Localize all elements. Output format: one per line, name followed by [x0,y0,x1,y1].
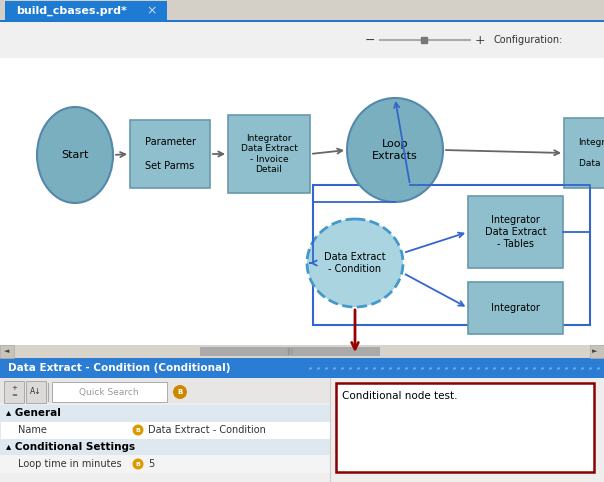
Bar [5,1,167,20]
Text: Data Extract - Condition: Data Extract - Condition [148,425,266,435]
Text: Loop time in minutes: Loop time in minutes [18,459,121,469]
Bar [468,196,563,268]
Bar [313,185,590,325]
Ellipse shape [347,98,443,202]
Text: Data Extract - Condition (Conditional): Data Extract - Condition (Conditional) [8,363,231,373]
Bar [0,421,330,439]
Text: ▴ General: ▴ General [6,408,61,418]
Bar [564,118,604,188]
Text: +: + [475,34,485,46]
Bar [330,378,604,482]
Text: Quick Search: Quick Search [79,388,139,397]
Text: ◄: ◄ [4,348,10,354]
Bar [4,381,24,403]
Bar [0,345,14,358]
Bar [130,120,210,188]
Text: −: − [365,34,375,46]
Text: Integrator: Integrator [491,303,540,313]
Text: A↓: A↓ [30,388,42,397]
Text: Parameter

Set Parms: Parameter Set Parms [144,137,196,171]
Text: build_cbases.prd*: build_cbases.prd* [16,6,127,16]
Bar [0,20,604,22]
Ellipse shape [132,458,144,469]
Bar [590,345,604,358]
Ellipse shape [132,425,144,436]
Bar [0,421,330,439]
Text: Start: Start [62,150,89,160]
Bar [200,347,380,356]
Bar [0,439,330,455]
Ellipse shape [173,385,187,399]
Text: Loop
Extracts: Loop Extracts [372,139,418,161]
Bar [0,58,604,345]
Text: B: B [135,461,141,467]
Text: Integrator
Data Extract
- Invoice
Detail: Integrator Data Extract - Invoice Detail [240,134,297,174]
Bar [336,383,594,472]
Text: B: B [135,428,141,432]
Bar [0,378,330,403]
Bar [468,282,563,334]
Bar [0,405,330,421]
Text: Configuration:: Configuration: [494,35,564,45]
Text: Integrator
Data Extract
- Tables: Integrator Data Extract - Tables [484,215,546,249]
Bar [26,381,46,403]
Text: Integra

Data P: Integra Data P [577,138,604,168]
Ellipse shape [37,107,113,203]
Text: ►: ► [592,348,597,354]
Bar [0,345,604,358]
Text: Name: Name [18,425,47,435]
Bar [228,115,310,193]
Text: B: B [178,389,182,395]
Bar [0,358,604,378]
Bar [52,382,167,402]
Bar [0,0,604,22]
Text: ▴ Conditional Settings: ▴ Conditional Settings [6,442,135,452]
Text: |||: ||| [286,348,294,355]
Ellipse shape [307,219,403,307]
Bar [0,455,330,473]
Text: 5: 5 [148,459,154,469]
Text: ×: × [147,4,157,17]
Text: Conditional node test.: Conditional node test. [342,391,457,401]
Bar [0,378,604,482]
Text: +
=: + = [11,386,17,399]
Text: Data Extract
- Condition: Data Extract - Condition [324,252,386,274]
Bar [0,22,604,58]
